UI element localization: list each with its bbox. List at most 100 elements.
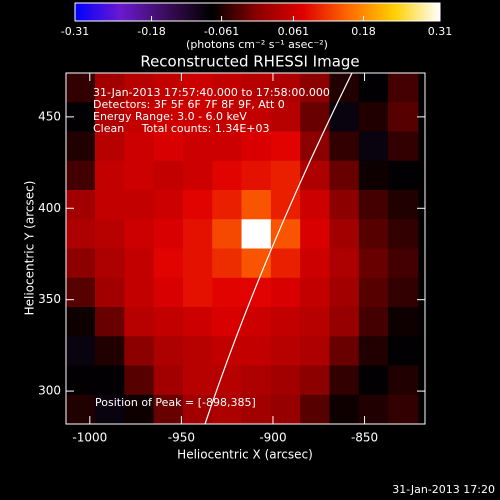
y-tick-label: 300 <box>38 384 61 398</box>
heat-cell <box>300 248 331 279</box>
annotation: Energy Range: 3.0 - 6.0 keV <box>93 110 247 123</box>
heat-cell <box>153 102 185 132</box>
heat-cell <box>182 365 214 396</box>
heat-cell <box>182 336 214 366</box>
heat-cell <box>153 336 185 366</box>
heat-cell <box>65 365 97 396</box>
heat-cell <box>65 190 97 220</box>
heat-cell <box>241 190 272 220</box>
heat-cell <box>388 102 419 132</box>
heat-cell <box>358 277 390 308</box>
heat-cell <box>124 277 155 308</box>
heat-cell <box>124 102 155 132</box>
heat-cell <box>124 219 155 249</box>
heat-cell <box>270 73 302 103</box>
heat-cell <box>124 131 155 162</box>
heat-cell <box>241 160 272 191</box>
heatmap <box>65 73 419 425</box>
heat-cell <box>182 102 214 132</box>
x-axis-label: Heliocentric X (arcsec) <box>177 448 313 462</box>
heat-cell <box>270 336 302 366</box>
heat-cell <box>241 248 272 279</box>
heat-cell <box>95 190 126 220</box>
heat-cell <box>388 160 419 191</box>
heat-cell <box>241 277 272 308</box>
heat-cell <box>153 365 185 396</box>
colorbar-tick-label: 0.061 <box>278 25 310 38</box>
heat-cell <box>153 73 185 103</box>
heat-cell <box>65 131 97 162</box>
heat-cell <box>95 365 126 396</box>
heat-cell <box>270 160 302 191</box>
heat-cell <box>212 102 243 132</box>
heat-cell <box>388 248 419 279</box>
heat-cell <box>358 219 390 249</box>
y-tick-label: 450 <box>38 109 61 123</box>
heat-cell <box>241 365 272 396</box>
heat-cell <box>329 102 360 132</box>
heat-cell <box>300 277 331 308</box>
heat-cell <box>95 248 126 279</box>
heat-cell <box>124 160 155 191</box>
heat-cell <box>300 190 331 220</box>
heat-cell <box>95 73 126 103</box>
heat-cell <box>153 160 185 191</box>
heat-cell <box>329 190 360 220</box>
heat-cell <box>124 307 155 337</box>
colorbar <box>74 2 441 22</box>
heat-cell <box>124 336 155 366</box>
heat-cell <box>153 131 185 162</box>
heat-cell <box>358 365 390 396</box>
footer-timestamp: 31-Jan-2013 17:20 <box>392 483 495 496</box>
heat-cell <box>388 219 419 249</box>
heat-cell <box>241 219 272 249</box>
heat-cell <box>212 277 243 308</box>
colorbar-tick-label: 0.31 <box>428 25 453 38</box>
heat-cell <box>270 394 302 425</box>
heat-cell <box>182 190 214 220</box>
heat-cell <box>212 190 243 220</box>
heat-cell <box>358 394 390 425</box>
heat-cell <box>300 73 331 103</box>
heat-cell <box>65 394 97 425</box>
heat-cell <box>182 160 214 191</box>
colorbar-tick-label: -0.18 <box>137 25 165 38</box>
heat-cell <box>95 336 126 366</box>
heat-cell <box>153 307 185 337</box>
heat-cell <box>241 307 272 337</box>
heat-cell <box>212 160 243 191</box>
heat-cell <box>124 394 155 425</box>
heat-cell <box>329 248 360 279</box>
heat-cell <box>65 160 97 191</box>
heat-cell <box>153 248 185 279</box>
heat-cell <box>270 307 302 337</box>
heat-cell <box>241 394 272 425</box>
heat-cell <box>270 248 302 279</box>
heat-cell <box>329 336 360 366</box>
heat-cell <box>329 307 360 337</box>
heat-cell <box>358 190 390 220</box>
heat-cell <box>270 365 302 396</box>
heat-cell <box>95 131 126 162</box>
solar-limb <box>204 72 353 425</box>
heat-cell <box>212 131 243 162</box>
heat-cell <box>388 73 419 103</box>
heat-cell <box>300 336 331 366</box>
heat-cell <box>65 336 97 366</box>
heat-cell <box>358 73 390 103</box>
heat-cell <box>300 394 331 425</box>
heat-cell <box>153 277 185 308</box>
heat-cell <box>182 307 214 337</box>
heat-cell <box>329 219 360 249</box>
heat-cell <box>241 131 272 162</box>
heat-cell <box>388 277 419 308</box>
heat-cell <box>124 73 155 103</box>
heat-cell <box>329 131 360 162</box>
annotation: 31-Jan-2013 17:57:40.000 to 17:58:00.000 <box>93 86 330 99</box>
x-tick-label: -850 <box>351 431 378 445</box>
heat-cell <box>124 190 155 220</box>
heat-cell <box>329 365 360 396</box>
heat-cell <box>124 248 155 279</box>
heat-cell <box>65 277 97 308</box>
heat-cell <box>212 365 243 396</box>
